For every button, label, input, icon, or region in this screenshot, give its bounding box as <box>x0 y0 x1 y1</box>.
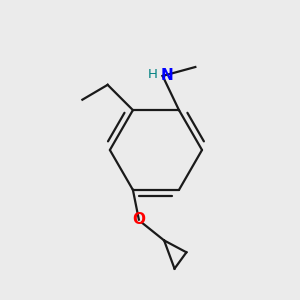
Text: N: N <box>161 68 173 83</box>
Text: H: H <box>147 68 157 81</box>
Text: O: O <box>132 212 146 227</box>
